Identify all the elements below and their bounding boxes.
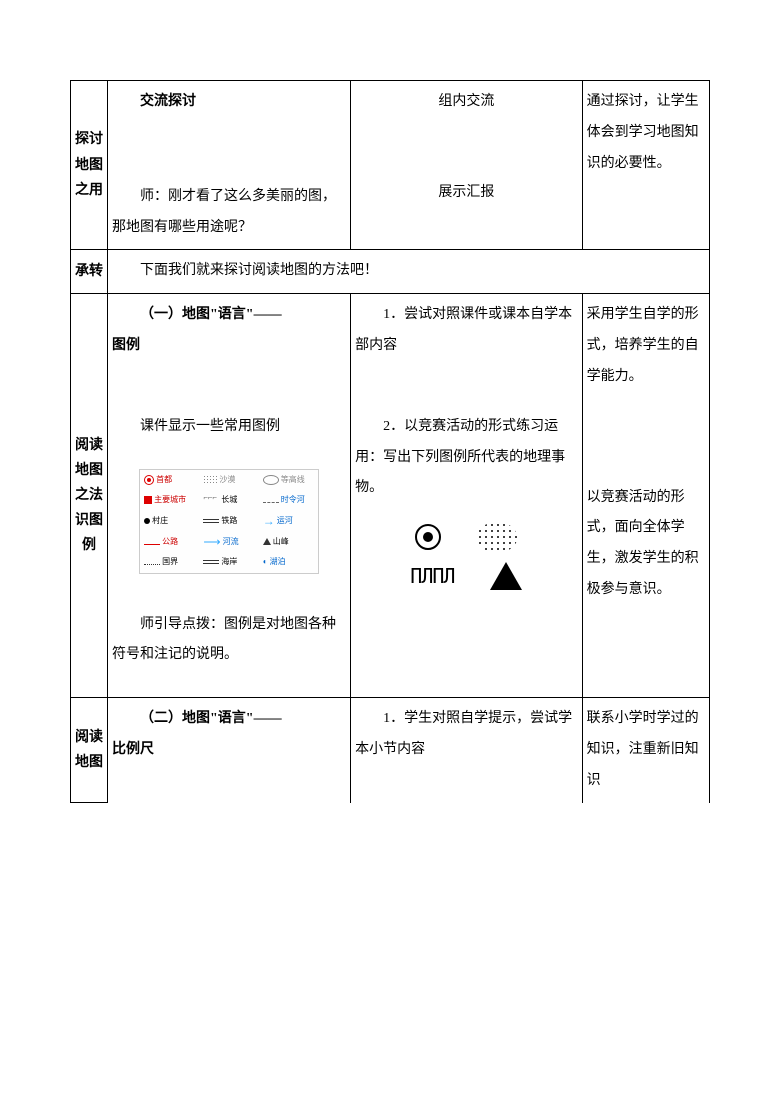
- row3-teacher-heading-b: 图例: [112, 331, 346, 362]
- row2-content: 下面我们就来探讨阅读地图的方法吧！: [108, 250, 710, 294]
- row3-teacher-foot: 师引导点拨：图例是对地图各种符号和注记的说明。: [112, 610, 346, 672]
- row1-student-b: 展示汇报: [355, 178, 578, 209]
- row-read-map-scale: 阅读地图 （二）地图"语言"—— 比例尺 1．学生对照自学提示，尝试学本小节内容…: [71, 698, 710, 803]
- row3-label: 阅读地图之法识图例: [71, 294, 108, 698]
- quiz-symbols: ПЛПЛ: [355, 522, 578, 590]
- row1-label: 探讨地图之用: [71, 81, 108, 250]
- row4-label: 阅读地图: [71, 698, 108, 803]
- quiz-desert-icon: [477, 522, 517, 552]
- row3-teacher: （一）地图"语言"—— 图例 课件显示一些常用图例 首都 沙漠 等高线 主要城市…: [108, 294, 351, 698]
- row4-teacher-heading-b: 比例尺: [112, 735, 346, 766]
- row1-teacher-body: 师：刚才看了这么多美丽的图，那地图有哪些用途呢？: [112, 182, 346, 244]
- quiz-peak-icon: [490, 562, 522, 590]
- row4-student: 1．学生对照自学提示，尝试学本小节内容: [351, 698, 583, 803]
- row3-teacher-heading-a: （一）地图"语言"——: [112, 300, 346, 331]
- row-read-map-legend: 阅读地图之法识图例 （一）地图"语言"—— 图例 课件显示一些常用图例 首都 沙…: [71, 294, 710, 698]
- row3-student: 1．尝试对照课件或课本自学本部内容 2．以竞赛活动的形式练习运用：写出下列图例所…: [351, 294, 583, 698]
- row3-student-b: 2．以竞赛活动的形式练习运用：写出下列图例所代表的地理事物。: [355, 412, 578, 504]
- row3-student-a: 1．尝试对照课件或课本自学本部内容: [355, 300, 578, 362]
- row1-student: 组内交流 展示汇报: [351, 81, 583, 250]
- row4-teacher: （二）地图"语言"—— 比例尺: [108, 698, 351, 803]
- row1-teacher: 交流探讨 师：刚才看了这么多美丽的图，那地图有哪些用途呢？: [108, 81, 351, 250]
- row3-note: 采用学生自学的形式，培养学生的自学能力。 以竞赛活动的形式，面向全体学生，激发学…: [582, 294, 709, 698]
- row1-note: 通过探讨，让学生体会到学习地图知识的必要性。: [582, 81, 709, 250]
- quiz-wall-icon: ПЛПЛ: [410, 562, 454, 590]
- legend-chart: 首都 沙漠 等高线 主要城市 长城 时令河 村庄 铁路 →运河 公路 ⟶河流: [139, 469, 319, 574]
- row3-teacher-mid: 课件显示一些常用图例: [112, 412, 346, 443]
- row4-student-a: 1．学生对照自学提示，尝试学本小节内容: [355, 704, 578, 766]
- lesson-plan-table: 探讨地图之用 交流探讨 师：刚才看了这么多美丽的图，那地图有哪些用途呢？ 组内交…: [70, 80, 710, 803]
- row2-label: 承转: [71, 250, 108, 294]
- row1-student-a: 组内交流: [355, 87, 578, 118]
- row3-note-b: 以竞赛活动的形式，面向全体学生，激发学生的积极参与意识。: [587, 483, 705, 606]
- row3-note-a: 采用学生自学的形式，培养学生的自学能力。: [587, 300, 705, 392]
- row-transition: 承转 下面我们就来探讨阅读地图的方法吧！: [71, 250, 710, 294]
- row4-teacher-heading-a: （二）地图"语言"——: [112, 704, 346, 735]
- row4-note: 联系小学时学过的知识，注重新旧知识: [582, 698, 709, 803]
- row-discuss-map-use: 探讨地图之用 交流探讨 师：刚才看了这么多美丽的图，那地图有哪些用途呢？ 组内交…: [71, 81, 710, 250]
- quiz-capital-icon: [415, 524, 441, 550]
- row1-teacher-heading: 交流探讨: [112, 87, 346, 118]
